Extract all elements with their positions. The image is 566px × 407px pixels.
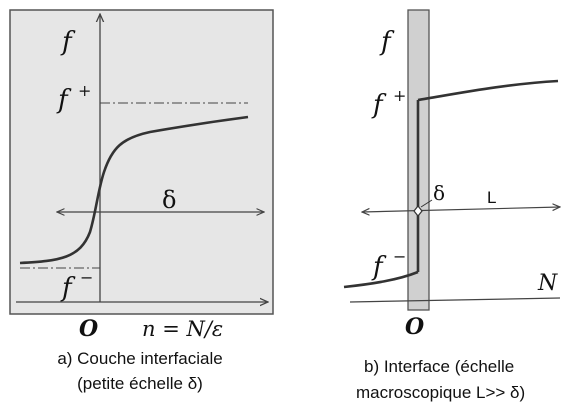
panel-b-lower-branch (343, 270, 419, 289)
panel-a-delta-label: δ (162, 186, 176, 214)
panel-b-delta-label: δ (433, 181, 445, 205)
panel-b-f-plus-label: f (371, 90, 387, 120)
panel-a-x-axis-label: n = N/ε (142, 317, 223, 341)
panel-b: f f + f − δ L N O b) Interface (échelle … (343, 9, 561, 402)
panel-b-delta-marker (413, 205, 423, 217)
panel-b-origin-label: O (405, 314, 424, 340)
panel-a-caption-line2: (petite échelle δ) (77, 374, 203, 393)
panel-b-upper-branch (417, 79, 559, 102)
panel-b-n-label: N (537, 271, 558, 296)
panel-a: f f + f − δ O n = N/ε a) Couche interfac… (9, 9, 274, 393)
panel-b-f-axis-label: f (379, 27, 395, 57)
panel-b-length-arrow (362, 207, 560, 212)
panel-a-frame (9, 9, 274, 315)
panel-b-f-minus-label: f (371, 252, 387, 282)
panel-a-profile-curve (19, 115, 249, 265)
panel-b-length-label: L (487, 188, 496, 207)
panel-a-origin-label: O (79, 316, 98, 342)
panel-b-delta-leader (420, 199, 433, 208)
panel-a-caption-line1: a) Couche interfaciale (57, 349, 222, 368)
panel-b-n-line (349, 297, 561, 303)
panel-a-f-minus-sup: − (80, 268, 93, 287)
panel-b-f-plus-sup: + (393, 86, 406, 105)
panel-b-caption-line1: b) Interface (échelle (364, 357, 514, 376)
panel-b-f-minus-sup: − (393, 247, 406, 266)
panel-b-caption-line2: macroscopique L>> δ) (356, 383, 525, 402)
panel-a-f-plus-sup: + (78, 81, 91, 100)
